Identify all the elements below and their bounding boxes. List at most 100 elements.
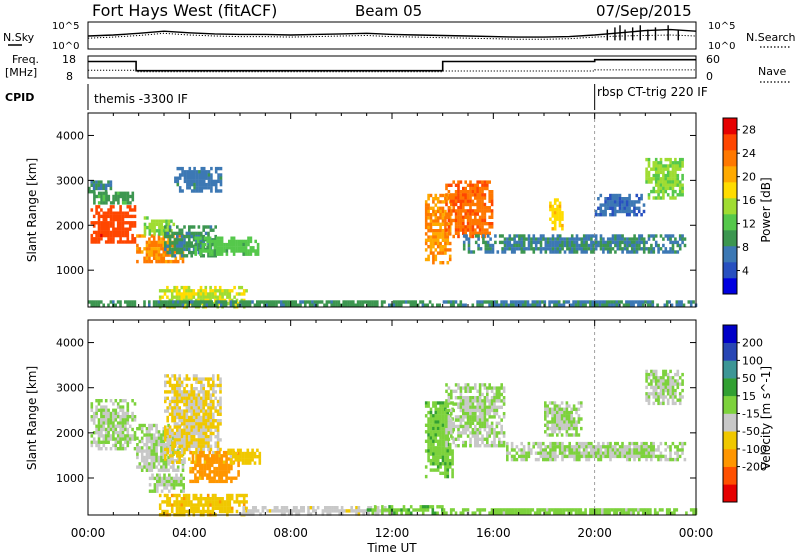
velocity-cell — [446, 404, 450, 408]
power-cell — [163, 292, 167, 296]
velocity-cell — [167, 459, 170, 463]
power-cell — [228, 246, 231, 250]
power-cell — [212, 303, 216, 307]
power-cell — [436, 238, 440, 242]
velocity-cell — [171, 419, 174, 423]
power-cell — [659, 247, 663, 251]
velocity-cell — [457, 424, 460, 429]
velocity-cell — [143, 443, 146, 447]
velocity-cell — [216, 425, 220, 429]
power-cell — [152, 243, 156, 248]
power-cell — [178, 289, 181, 293]
velocity-cell — [225, 457, 228, 461]
power-cell — [272, 300, 276, 304]
velocity-cell — [133, 437, 137, 441]
velocity-cell — [288, 509, 291, 513]
velocity-cell — [628, 454, 631, 459]
power-cell — [323, 303, 326, 307]
velocity-cell — [478, 428, 482, 432]
velocity-cell — [471, 434, 475, 438]
power-cell — [616, 203, 619, 207]
velocity-cell — [180, 483, 183, 487]
velocity-cell — [172, 465, 175, 469]
power-cell — [566, 237, 569, 241]
velocity-cell — [397, 508, 401, 512]
velocity-cell — [204, 393, 208, 397]
power-cell — [214, 189, 218, 193]
power-cell — [220, 236, 224, 240]
power-cell — [432, 241, 435, 246]
velocity-cell — [176, 399, 179, 404]
velocity-cell — [216, 506, 220, 510]
power-cell — [199, 292, 203, 296]
velocity-cell — [445, 434, 448, 438]
velocity-cell — [604, 448, 607, 452]
velocity-cell — [556, 454, 559, 459]
power-cell — [652, 164, 656, 168]
velocity-cell — [114, 427, 118, 432]
velocity-cell — [150, 459, 154, 463]
velocity-cell — [444, 423, 447, 427]
power-cell — [675, 303, 679, 307]
power-cell — [424, 209, 428, 214]
power-cell — [356, 303, 360, 307]
velocity-cell — [209, 409, 213, 413]
power-cell — [168, 250, 172, 255]
velocity-cell — [647, 451, 651, 455]
power-cell — [666, 164, 670, 168]
velocity-cell — [180, 419, 184, 423]
power-cell — [503, 237, 507, 241]
velocity-cell — [156, 476, 159, 481]
velocity-cell — [148, 455, 151, 460]
velocity-cell — [150, 452, 154, 456]
power-cell — [174, 250, 178, 254]
power-cell — [97, 237, 101, 241]
power-cell — [569, 303, 573, 307]
power-cell — [88, 300, 91, 304]
power-cell — [95, 183, 98, 187]
power-cell — [681, 161, 684, 165]
velocity-cell — [464, 440, 467, 445]
velocity-cell — [151, 473, 154, 477]
power-cell — [599, 237, 603, 241]
velocity-cell — [542, 457, 545, 462]
velocity-cell — [119, 440, 122, 444]
velocity-cell — [215, 479, 219, 484]
velocity-cell — [427, 430, 430, 434]
velocity-cell — [302, 509, 305, 513]
power-colorbar-swatch — [723, 150, 737, 167]
velocity-cell — [164, 438, 167, 442]
power-cell — [206, 292, 210, 296]
velocity-cell — [219, 406, 222, 410]
velocity-cell — [573, 454, 576, 459]
power-cell — [225, 252, 229, 256]
power-cell — [518, 243, 521, 248]
power-cell — [138, 250, 142, 254]
power-cell — [376, 300, 379, 304]
power-cell — [228, 295, 232, 299]
power-cell — [104, 224, 108, 228]
power-cell — [203, 303, 206, 307]
velocity-cell — [606, 454, 610, 459]
velocity-cell — [376, 509, 380, 513]
power-cell — [100, 214, 103, 219]
power-cell — [182, 292, 186, 296]
power-cell — [635, 200, 639, 204]
power-cell — [95, 205, 98, 209]
velocity-cell — [345, 509, 349, 513]
power-cell — [424, 213, 428, 217]
velocity-cell — [445, 389, 448, 393]
velocity-cell — [328, 506, 332, 510]
power-cell — [657, 170, 660, 175]
power-cell — [172, 222, 176, 227]
power-cell — [599, 193, 603, 198]
power-cell — [556, 207, 559, 212]
velocity-cell — [116, 402, 120, 406]
velocity-cell — [635, 448, 639, 452]
power-cell — [434, 219, 438, 223]
power-cell — [452, 303, 455, 307]
velocity-cell — [466, 389, 470, 393]
power-cell — [173, 295, 176, 299]
velocity-cell — [171, 431, 174, 436]
power-cell — [503, 240, 507, 245]
